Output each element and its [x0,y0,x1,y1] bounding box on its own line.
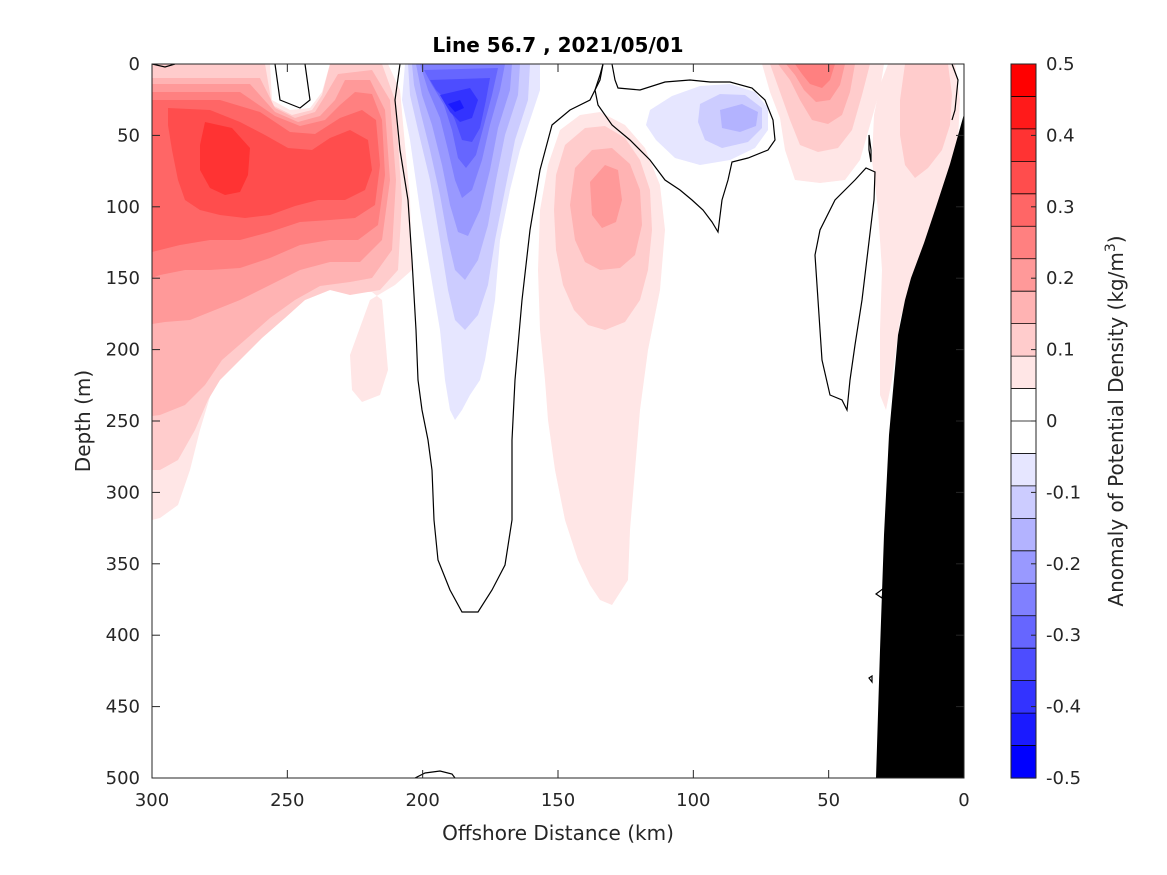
colorbar-swatch [1011,518,1036,552]
x-tick-label: 0 [958,790,969,811]
seafloor-land-mask [876,114,964,778]
colorbar-swatch [1011,485,1036,519]
colorbar-tick-label: -0.2 [1046,554,1081,575]
colorbar-label: Anomaly of Potential Density (kg/m3) [1103,235,1128,606]
zero-contour-near-coast [951,64,959,121]
x-tick-label: 150 [541,790,575,811]
y-tick-label: 0 [129,54,140,75]
colorbar-label-end: ) [1104,235,1128,243]
y-axis-label: Depth (m) [71,370,95,472]
colorbar-swatch [1011,583,1036,617]
chart-title: Line 56.7 , 2021/05/01 [432,33,683,57]
colorbar-tick-label: 0.5 [1046,54,1075,75]
x-tick-label: 100 [676,790,710,811]
zero-contour-right-lens [814,167,876,413]
zero-contour-mid-upper [594,64,776,234]
colorbar-swatch [1011,745,1036,779]
zero-contour-top-left-pocket [274,64,311,109]
colorbar-tick-label: 0.1 [1046,340,1075,361]
colorbar-tick-label: 0.4 [1046,125,1075,146]
zero-contour-left-eddy-boundary [394,64,604,613]
y-tick-label: 200 [106,340,140,361]
colorbar-tick-label: -0.3 [1046,625,1081,646]
contour-offshore-0-40 [200,122,250,195]
colorbar-swatch [1011,388,1036,422]
colorbar-swatch [1011,713,1036,747]
contour-shallow-neg-0-15 [720,104,758,132]
colorbar-label-superscript: 3 [1103,243,1119,252]
colorbar-swatch [1011,550,1036,584]
y-tick-label: 250 [106,411,140,432]
colorbar-swatch [1011,193,1036,227]
y-tick-label: 400 [106,625,140,646]
colorbar-label-main: Anomaly of Potential Density (kg/m [1104,252,1128,606]
colorbar-swatch [1011,356,1036,390]
colorbar-swatch [1011,161,1036,195]
x-axis-label: Offshore Distance (km) [442,821,674,845]
zero-contours [152,64,959,778]
colorbar-tick-label: 0.3 [1046,197,1075,218]
zero-contour-thin-line [868,134,872,163]
y-tick-label: 100 [106,197,140,218]
colorbar-tick-label: -0.1 [1046,482,1081,503]
colorbar-swatch [1011,226,1036,260]
colorbar-tick-label: 0 [1046,411,1057,432]
colorbar-tick-label: -0.4 [1046,697,1081,718]
y-tick-label: 150 [106,268,140,289]
contour-field [152,64,964,778]
y-axis: 0 50 100 150 200 250 300 350 400 450 500 [106,54,964,789]
colorbar-swatch [1011,421,1036,455]
colorbar-swatch [1011,323,1036,357]
x-tick-label: 200 [405,790,439,811]
colorbar [1010,63,1037,779]
x-tick-label: 300 [135,790,169,811]
colorbar-swatch [1011,128,1036,162]
zero-contour-surface-left [152,64,176,68]
y-tick-label: 350 [106,554,140,575]
colorbar-ticks: 0.5 0.4 0.3 0.2 0.1 0 -0.1 -0.2 -0.3 -0.4 -0.5 [1031,54,1081,789]
colorbar-swatch [1011,648,1036,682]
x-tick-label: 250 [270,790,304,811]
zero-contour-bottom [414,770,456,778]
colorbar-swatch [1011,615,1036,649]
y-tick-label: 50 [117,125,140,146]
colorbar-swatch [1011,680,1036,714]
x-tick-label: 50 [817,790,840,811]
colorbar-swatch [1011,291,1036,325]
colorbar-swatch [1011,96,1036,130]
colorbar-tick-label: -0.5 [1046,768,1081,789]
contour-negative-0-45 [448,100,464,112]
y-tick-label: 300 [106,482,140,503]
contour-coastal-0-10 [900,64,952,178]
colorbar-swatch [1011,258,1036,292]
y-tick-label: 500 [106,768,140,789]
contour-mid-0-20 [590,165,622,228]
y-tick-label: 450 [106,697,140,718]
colorbar-swatch [1011,453,1036,487]
contour-nearshore-0-25 [795,64,835,88]
colorbar-swatch [1011,64,1036,98]
colorbar-tick-label: 0.2 [1046,268,1075,289]
x-axis: 300 250 200 150 100 50 0 [135,64,970,811]
zero-contour-shelf-small-2 [868,674,873,684]
